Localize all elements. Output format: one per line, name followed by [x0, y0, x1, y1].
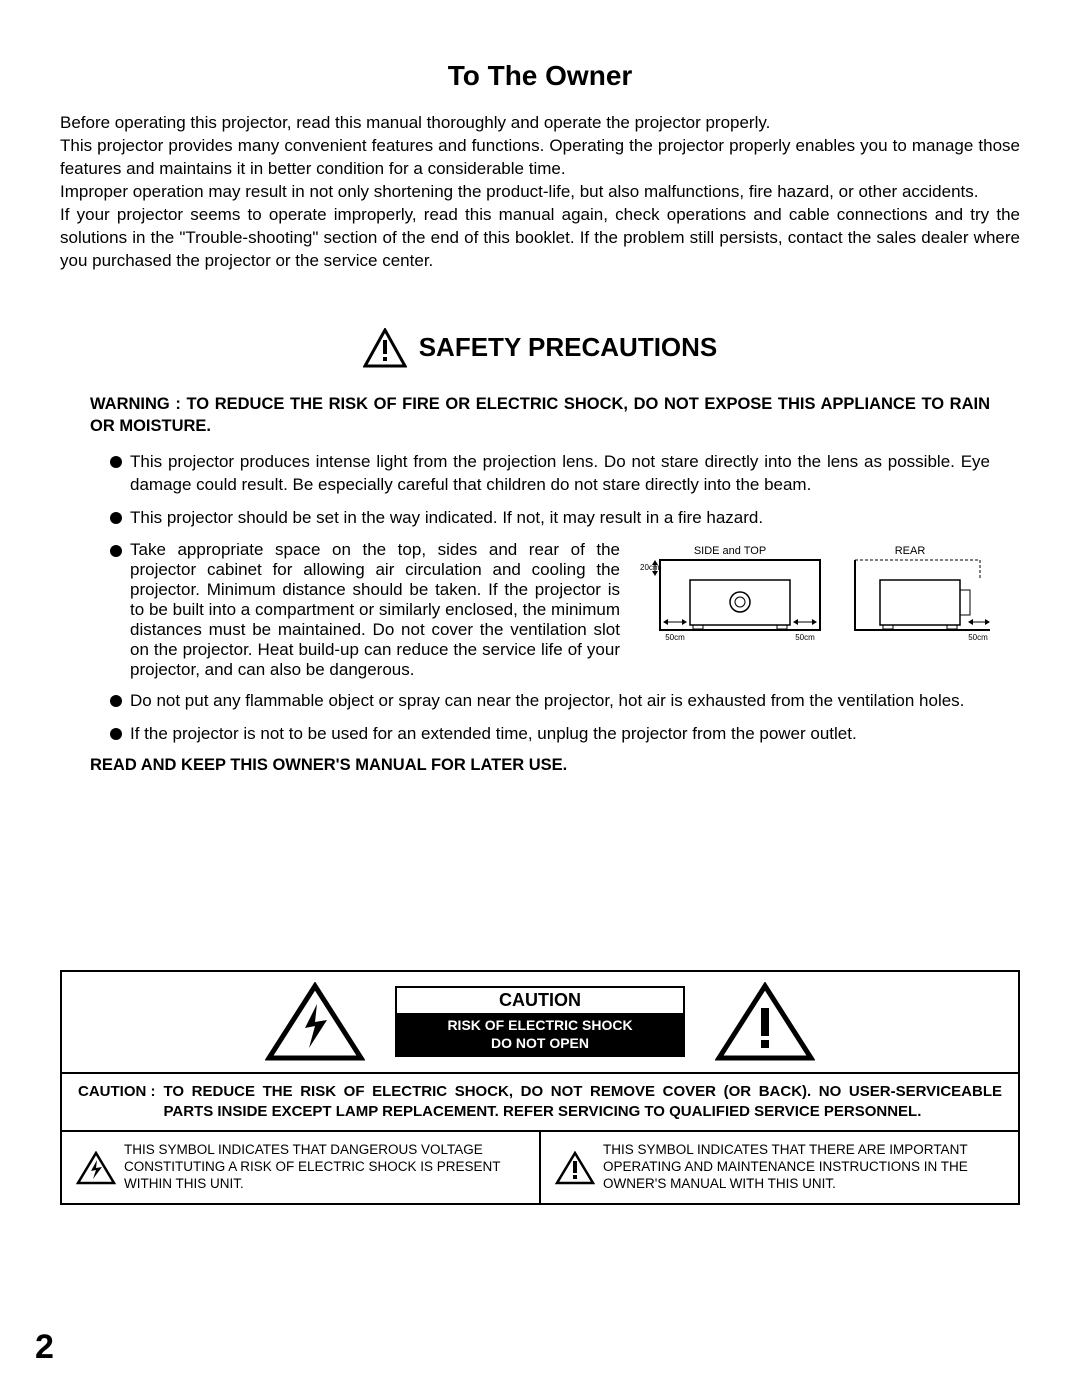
- caution-bottom-row: THIS SYMBOL INDICATES THAT DANGEROUS VOL…: [62, 1132, 1018, 1203]
- warning-text: TO REDUCE THE RISK OF FIRE OR ELECTRIC S…: [90, 395, 990, 435]
- intro-p2: This projector provides many convenient …: [60, 135, 1020, 181]
- page-number: 2: [35, 1328, 54, 1367]
- warning-triangle-icon: [555, 1151, 595, 1185]
- symbol-left-text: THIS SYMBOL INDICATES THAT DANGEROUS VOL…: [124, 1142, 525, 1193]
- caution-title: CAUTION: [397, 988, 683, 1013]
- safety-heading: SAFETY PRECAUTIONS: [60, 328, 1020, 373]
- intro-section: Before operating this projector, read th…: [60, 112, 1020, 273]
- bullet-dot-icon: [110, 728, 122, 740]
- intro-p4: If your projector seems to operate impro…: [60, 204, 1020, 273]
- bullet-text: If the projector is not to be used for a…: [130, 723, 990, 746]
- bullet-with-diagram: Take appropriate space on the top, sides…: [110, 540, 990, 680]
- bullet-item: This projector produces intense light fr…: [110, 451, 990, 497]
- diagram-50cm-1: 50cm: [665, 633, 685, 642]
- bullet-item: This projector should be set in the way …: [110, 507, 990, 530]
- diagram-50cm-rear: 50cm: [968, 633, 988, 642]
- diagram-side-top-label: SIDE and TOP: [694, 545, 766, 557]
- bullet-item: If the projector is not to be used for a…: [110, 723, 990, 746]
- page-title: To The Owner: [60, 60, 1020, 92]
- caution-panel: CAUTION RISK OF ELECTRIC SHOCK DO NOT OP…: [60, 970, 1020, 1205]
- bullet-dot-icon: [110, 456, 122, 468]
- caution-mid-label: CAUTION :: [78, 1082, 156, 1123]
- bullet-item: Do not put any flammable object or spray…: [110, 690, 990, 713]
- caution-label-box: CAUTION RISK OF ELECTRIC SHOCK DO NOT OP…: [395, 986, 685, 1057]
- bullet-text: Take appropriate space on the top, sides…: [130, 540, 620, 680]
- caution-mid-row: CAUTION : TO REDUCE THE RISK OF ELECTRIC…: [62, 1072, 1018, 1133]
- intro-p1: Before operating this projector, read th…: [60, 112, 1020, 135]
- caution-risk1: RISK OF ELECTRIC SHOCK: [401, 1016, 679, 1034]
- safety-heading-text: SAFETY PRECAUTIONS: [419, 332, 718, 363]
- caution-risk-box: RISK OF ELECTRIC SHOCK DO NOT OPEN: [397, 1013, 683, 1055]
- caution-risk2: DO NOT OPEN: [401, 1034, 679, 1052]
- bullet-list: This projector produces intense light fr…: [60, 451, 1020, 746]
- keep-manual-note: READ AND KEEP THIS OWNER'S MANUAL FOR LA…: [60, 756, 1020, 775]
- warning-block: WARNING : TO REDUCE THE RISK OF FIRE OR …: [60, 393, 1020, 438]
- bullet-dot-icon: [110, 695, 122, 707]
- clearance-diagram: SIDE and TOP REAR 20cm 50cm: [630, 540, 990, 650]
- symbol-right-cell: THIS SYMBOL INDICATES THAT THERE ARE IMP…: [541, 1132, 1018, 1203]
- bullet-text: Do not put any flammable object or spray…: [130, 690, 990, 713]
- symbol-right-text: THIS SYMBOL INDICATES THAT THERE ARE IMP…: [603, 1142, 1004, 1193]
- bullet-dot-icon: [110, 545, 122, 557]
- warning-triangle-icon: [363, 328, 407, 368]
- bullet-text: This projector should be set in the way …: [130, 507, 990, 530]
- caution-mid-text: TO REDUCE THE RISK OF ELECTRIC SHOCK, DO…: [164, 1082, 1003, 1123]
- shock-triangle-icon: [76, 1151, 116, 1185]
- diagram-50cm-2: 50cm: [795, 633, 815, 642]
- caution-top-row: CAUTION RISK OF ELECTRIC SHOCK DO NOT OP…: [62, 972, 1018, 1072]
- diagram-rear-label: REAR: [895, 545, 926, 557]
- shock-triangle-icon: [265, 982, 365, 1062]
- bullet-dot-icon: [110, 512, 122, 524]
- warning-triangle-icon: [715, 982, 815, 1062]
- bullet-text: This projector produces intense light fr…: [130, 451, 990, 497]
- symbol-left-cell: THIS SYMBOL INDICATES THAT DANGEROUS VOL…: [62, 1132, 541, 1203]
- warning-label: WARNING :: [90, 395, 181, 413]
- intro-p3: Improper operation may result in not onl…: [60, 181, 1020, 204]
